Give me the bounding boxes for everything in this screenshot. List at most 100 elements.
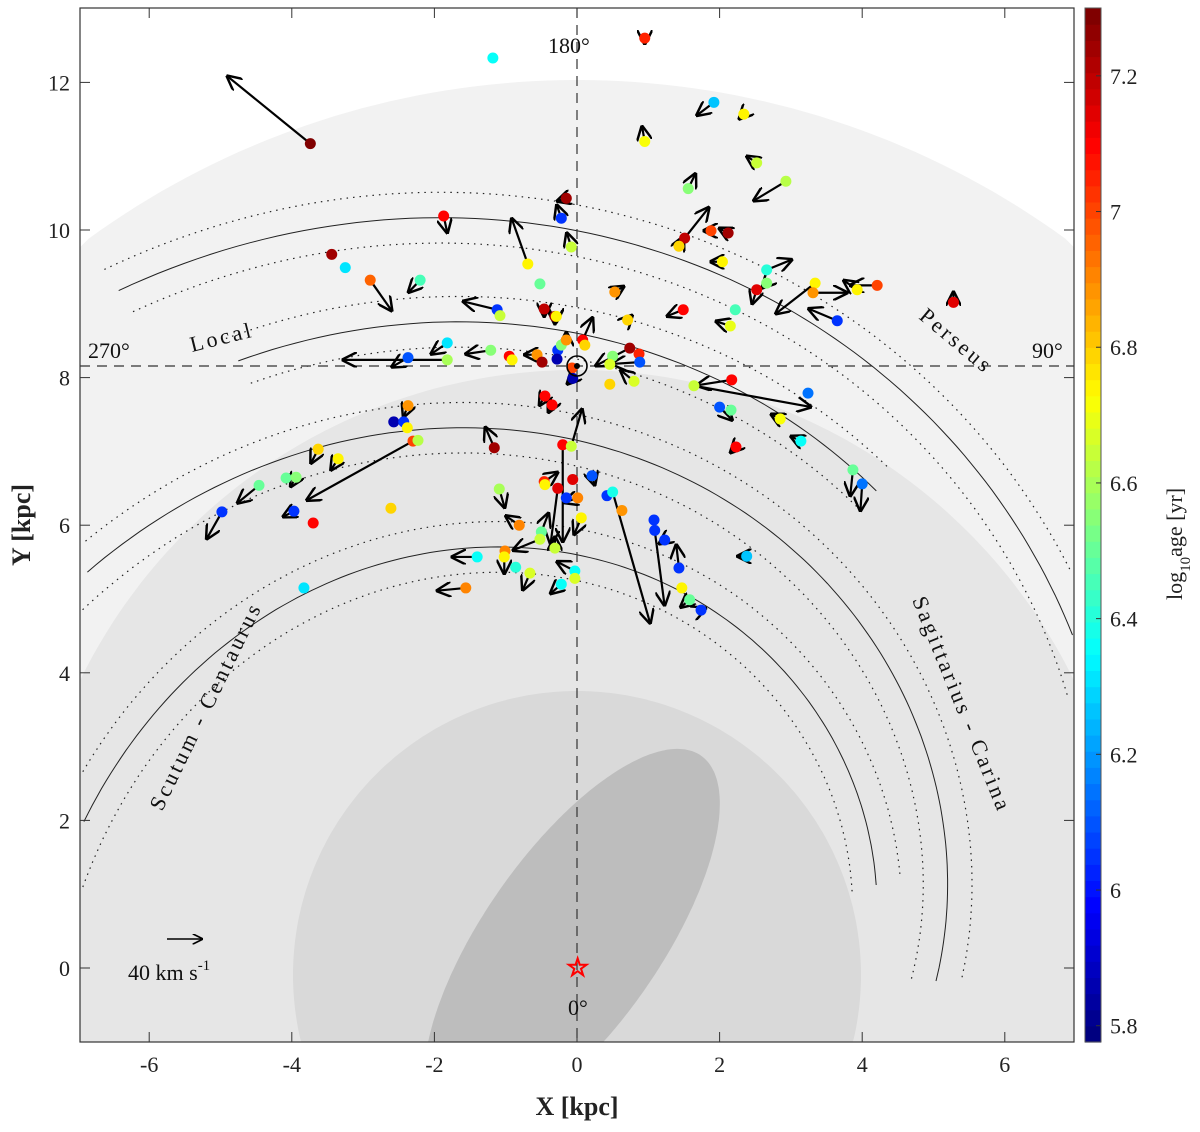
colorbar-segment	[1085, 718, 1101, 736]
data-point	[809, 277, 821, 289]
y-tick-label: 10	[48, 218, 70, 243]
data-point	[807, 287, 819, 299]
data-point	[555, 212, 567, 224]
colorbar-segment	[1085, 654, 1101, 672]
colorbar-segment	[1085, 557, 1101, 575]
data-point	[634, 356, 646, 368]
data-point	[538, 303, 550, 315]
colorbar-label: log10age [yr]	[1162, 488, 1194, 600]
colorbar-segment	[1085, 250, 1101, 268]
velocity-arrow	[683, 208, 709, 239]
data-point	[761, 264, 773, 276]
data-point	[414, 274, 426, 286]
scale-label: 40 km s-1	[128, 958, 210, 985]
colorbar-segment	[1085, 1025, 1101, 1043]
data-point	[551, 353, 563, 365]
colorbar-segment	[1085, 169, 1101, 187]
data-point	[557, 439, 569, 451]
data-point	[280, 472, 292, 484]
colorbar-segment	[1085, 621, 1101, 639]
data-point	[485, 344, 497, 356]
data-point	[725, 404, 737, 416]
velocity-arrow	[512, 219, 529, 265]
data-point	[705, 225, 717, 237]
velocity-arrow	[307, 440, 414, 500]
data-point	[609, 286, 621, 298]
data-point	[724, 320, 736, 332]
data-point	[549, 542, 561, 554]
data-point	[831, 315, 843, 327]
data-point	[534, 533, 546, 545]
colorbar-segment	[1085, 282, 1101, 300]
data-point	[441, 337, 453, 349]
data-point	[412, 434, 424, 446]
colorbar-segment	[1085, 72, 1101, 90]
colorbar-tick-label: 6	[1110, 878, 1121, 903]
colorbar-segment	[1085, 638, 1101, 655]
velocity-arrow	[693, 384, 811, 407]
data-point	[298, 582, 310, 594]
colorbar-segment	[1085, 121, 1101, 138]
colorbar: 5.8 6 6.2 6.4 6.6 6.8 7 7.2	[1084, 7, 1138, 1043]
data-point	[402, 352, 414, 364]
spiral-arm-width-line	[82, 520, 901, 879]
colorbar-tick-label: 5.8	[1110, 1014, 1138, 1039]
data-point	[539, 479, 551, 491]
data-point	[795, 435, 807, 447]
colorbar-segment	[1085, 185, 1101, 203]
data-point	[708, 96, 720, 108]
data-point	[506, 354, 518, 366]
velocity-arrow	[551, 488, 558, 543]
data-point	[524, 567, 536, 579]
colorbar-segment	[1085, 589, 1101, 607]
data-point	[648, 514, 660, 526]
spiral-arm-line	[118, 217, 1073, 636]
y-tick-label: 6	[59, 513, 70, 538]
y-axis: 0 2 4 6 8 10 12	[48, 70, 1074, 981]
data-point	[622, 314, 634, 326]
colorbar-segment	[1085, 379, 1101, 397]
colorbar-segment	[1085, 783, 1101, 801]
data-point	[569, 572, 581, 584]
velocity-arrow	[776, 282, 816, 313]
data-point	[513, 519, 525, 531]
colorbar-segment	[1085, 8, 1101, 25]
colorbar-segment	[1085, 395, 1101, 413]
velocity-arrow	[369, 279, 391, 310]
data-point	[682, 183, 694, 195]
colorbar-segment	[1085, 444, 1101, 461]
data-point	[402, 400, 414, 412]
data-point	[741, 550, 753, 562]
data-point	[676, 582, 688, 594]
colorbar-segment	[1085, 945, 1101, 962]
colorbar-segment	[1085, 428, 1101, 445]
x-tick-label: 6	[999, 1052, 1010, 1077]
data-point	[488, 442, 500, 454]
data-point	[364, 274, 376, 286]
data-point	[460, 582, 472, 594]
y-axis-label: Y [kpc]	[7, 484, 36, 566]
colorbar-segment	[1085, 460, 1101, 478]
data-point	[851, 284, 863, 296]
data-point	[332, 453, 344, 465]
data-point	[575, 512, 587, 524]
data-point	[560, 492, 572, 504]
data-point	[534, 278, 546, 290]
data-point	[714, 401, 726, 413]
data-point	[438, 210, 450, 222]
colorbar-segment	[1085, 831, 1101, 849]
colorbar-tick-label: 7.2	[1110, 64, 1138, 89]
data-point	[555, 578, 567, 590]
colorbar-segment	[1085, 896, 1101, 914]
data-point	[312, 443, 324, 455]
colorbar-segment	[1085, 686, 1101, 704]
x-tick-label: -4	[283, 1052, 301, 1077]
spiral-arm-width-line	[85, 401, 973, 983]
colorbar-segment	[1085, 848, 1101, 865]
sun-symbol	[566, 355, 588, 377]
data-point	[751, 157, 763, 169]
colorbar-segment	[1085, 153, 1101, 171]
velocity-arrow	[754, 180, 787, 200]
data-point	[659, 534, 671, 546]
data-point	[572, 492, 584, 504]
